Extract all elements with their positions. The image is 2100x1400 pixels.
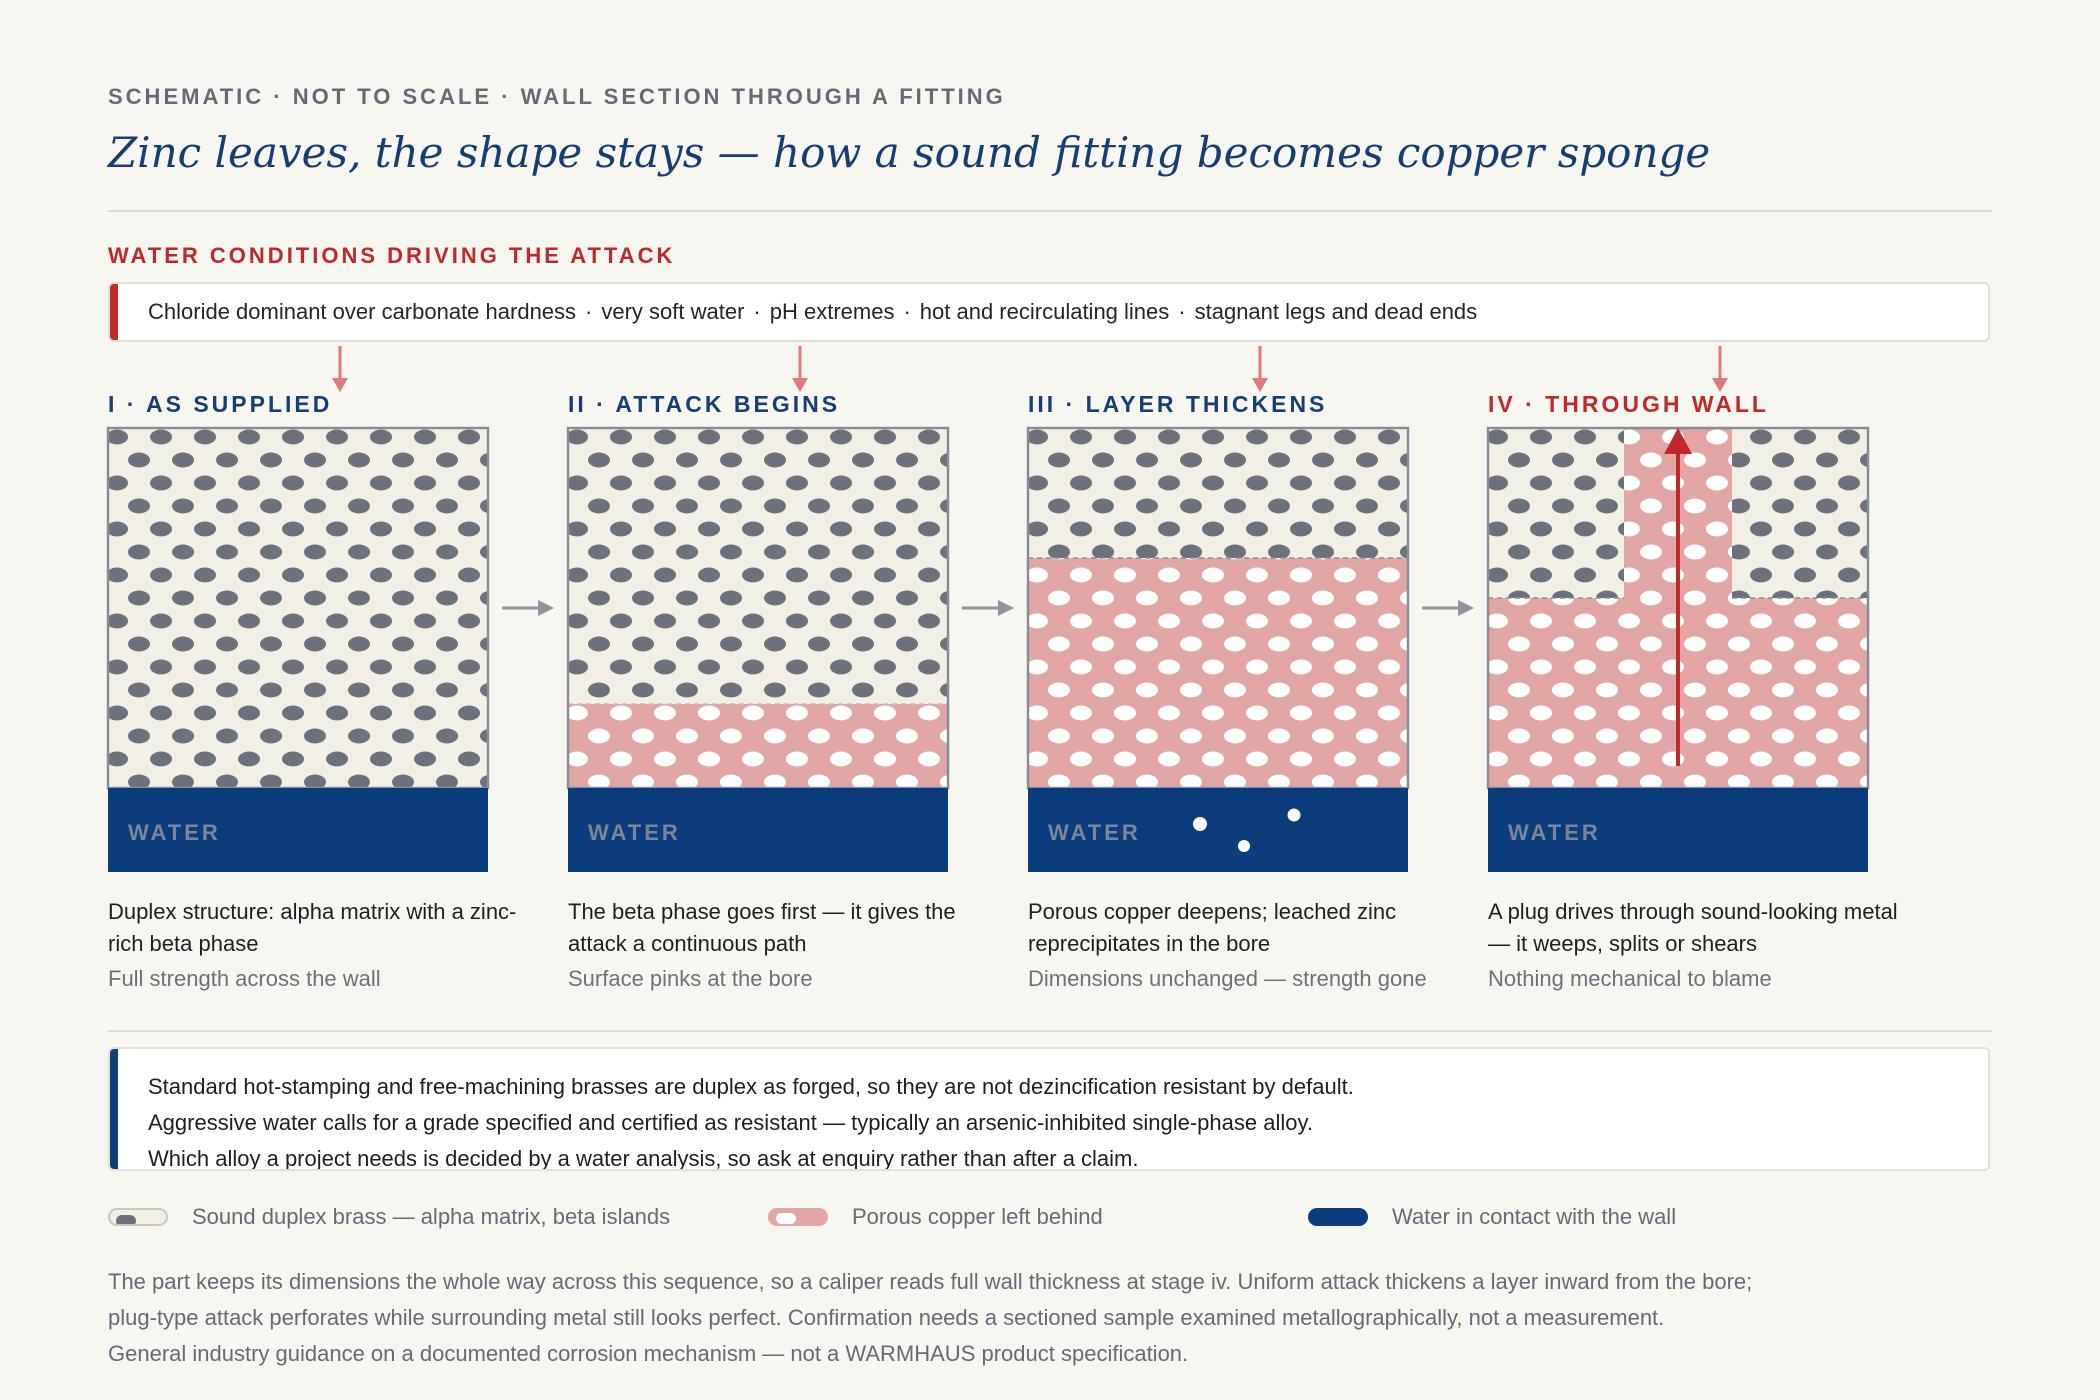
section-divider xyxy=(108,1030,1992,1032)
perforation-arrowhead xyxy=(1664,428,1692,454)
condition-item: hot and recirculating lines xyxy=(919,299,1170,324)
zinc-reprecipitate xyxy=(1193,817,1207,831)
legend-label: Porous copper left behind xyxy=(852,1204,1103,1229)
page-title: Zinc leaves, the shape stays — how a sou… xyxy=(108,128,1711,177)
right-arrow-icon xyxy=(962,600,1014,616)
stage-subcaption-2: Surface pinks at the bore xyxy=(568,966,813,991)
sound-brass-region xyxy=(108,428,488,788)
water-band xyxy=(1488,788,1868,872)
note-line: Standard hot-stamping and free-machining… xyxy=(148,1074,1354,1099)
legend-label: Sound duplex brass — alpha matrix, beta … xyxy=(192,1204,671,1229)
right-arrow-icon xyxy=(1422,600,1474,616)
footer-line: The part keeps its dimensions the whole … xyxy=(108,1269,1753,1294)
note-line: Aggressive water calls for a grade speci… xyxy=(148,1110,1313,1135)
condition-separator: · xyxy=(1178,299,1186,324)
water-label: WATER xyxy=(1048,820,1141,845)
condition-separator: · xyxy=(585,299,593,324)
footer-notes: The part keeps its dimensions the whole … xyxy=(108,1264,1752,1372)
wall-section-1: WATER xyxy=(106,426,490,872)
wall-section-2: WATER xyxy=(566,426,950,872)
legend-item-water: Water in contact with the wall xyxy=(1308,1204,1676,1230)
title-divider xyxy=(108,210,1992,212)
wall-section-4: WATER xyxy=(1486,426,1870,872)
water-label: WATER xyxy=(128,820,221,845)
conditions-heading: WATER CONDITIONS DRIVING THE ATTACK xyxy=(108,243,676,268)
right-arrow-icon xyxy=(502,600,554,616)
water-band xyxy=(108,788,488,872)
down-arrow-icon xyxy=(792,346,808,392)
sound-brass-region xyxy=(1028,428,1408,560)
down-arrow-icon xyxy=(1712,346,1728,392)
down-arrow-icon xyxy=(1252,346,1268,392)
porous-copper-swatch xyxy=(768,1208,828,1226)
legend-item-sound-brass: Sound duplex brass — alpha matrix, beta … xyxy=(108,1204,670,1230)
water-label: WATER xyxy=(588,820,681,845)
stage-label-2: II · ATTACK BEGINS xyxy=(568,391,841,417)
stage-caption-1: Duplex structure: alpha matrix with a zi… xyxy=(108,899,517,956)
stage-subcaption-3: Dimensions unchanged — strength gone xyxy=(1028,966,1427,991)
stage-label-1: I · AS SUPPLIED xyxy=(108,391,333,417)
stage-caption-4: A plug drives through sound-looking meta… xyxy=(1488,899,1898,956)
legend-item-porous-copper: Porous copper left behind xyxy=(768,1204,1103,1230)
specification-note: Standard hot-stamping and free-machining… xyxy=(108,1047,1990,1171)
condition-separator: · xyxy=(903,299,911,324)
zinc-reprecipitate xyxy=(1238,840,1250,852)
water-band xyxy=(1028,788,1408,872)
condition-item: Chloride dominant over carbonate hardnes… xyxy=(148,299,577,324)
condition-item: very soft water xyxy=(601,299,745,324)
sound-brass-swatch xyxy=(108,1208,168,1226)
stage-caption-2: The beta phase goes first — it gives the… xyxy=(568,899,956,956)
zinc-reprecipitate xyxy=(1287,808,1301,822)
footer-line: General industry guidance on a documente… xyxy=(108,1341,1189,1366)
porous-copper-layer xyxy=(568,704,948,788)
stage-label-3: III · LAYER THICKENS xyxy=(1028,391,1328,417)
condition-item: stagnant legs and dead ends xyxy=(1194,299,1478,324)
diagram-kicker: SCHEMATIC · NOT TO SCALE · WALL SECTION … xyxy=(108,84,1006,109)
legend-label: Water in contact with the wall xyxy=(1392,1204,1677,1229)
stage-subcaption-4: Nothing mechanical to blame xyxy=(1488,966,1772,991)
footer-line: plug-type attack perforates while surrou… xyxy=(108,1305,1665,1330)
down-arrow-icon xyxy=(332,346,348,392)
stage-label-4: IV · THROUGH WALL xyxy=(1488,391,1769,417)
stage-subcaption-1: Full strength across the wall xyxy=(108,966,381,991)
stage-caption-3: Porous copper deepens; leached zinc repr… xyxy=(1028,899,1397,956)
water-label: WATER xyxy=(1508,820,1601,845)
wall-section-3: WATER xyxy=(1026,426,1410,872)
porous-copper-layer xyxy=(1028,558,1408,788)
condition-item: pH extremes xyxy=(769,299,895,324)
water-band xyxy=(568,788,948,872)
note-line: Which alloy a project needs is decided b… xyxy=(148,1146,1139,1171)
conditions-box: Chloride dominant over carbonate hardnes… xyxy=(108,282,1990,342)
sound-brass-region xyxy=(568,428,948,706)
water-swatch xyxy=(1308,1208,1368,1226)
condition-separator: · xyxy=(753,299,761,324)
